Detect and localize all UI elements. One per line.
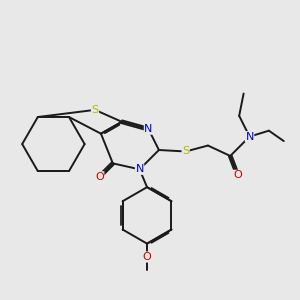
Text: N: N	[135, 164, 144, 174]
Text: N: N	[144, 124, 153, 134]
Text: O: O	[143, 252, 152, 262]
Text: S: S	[182, 146, 189, 157]
Text: O: O	[95, 172, 104, 182]
Text: O: O	[233, 170, 242, 180]
Text: N: N	[245, 132, 254, 142]
Text: S: S	[92, 105, 99, 115]
